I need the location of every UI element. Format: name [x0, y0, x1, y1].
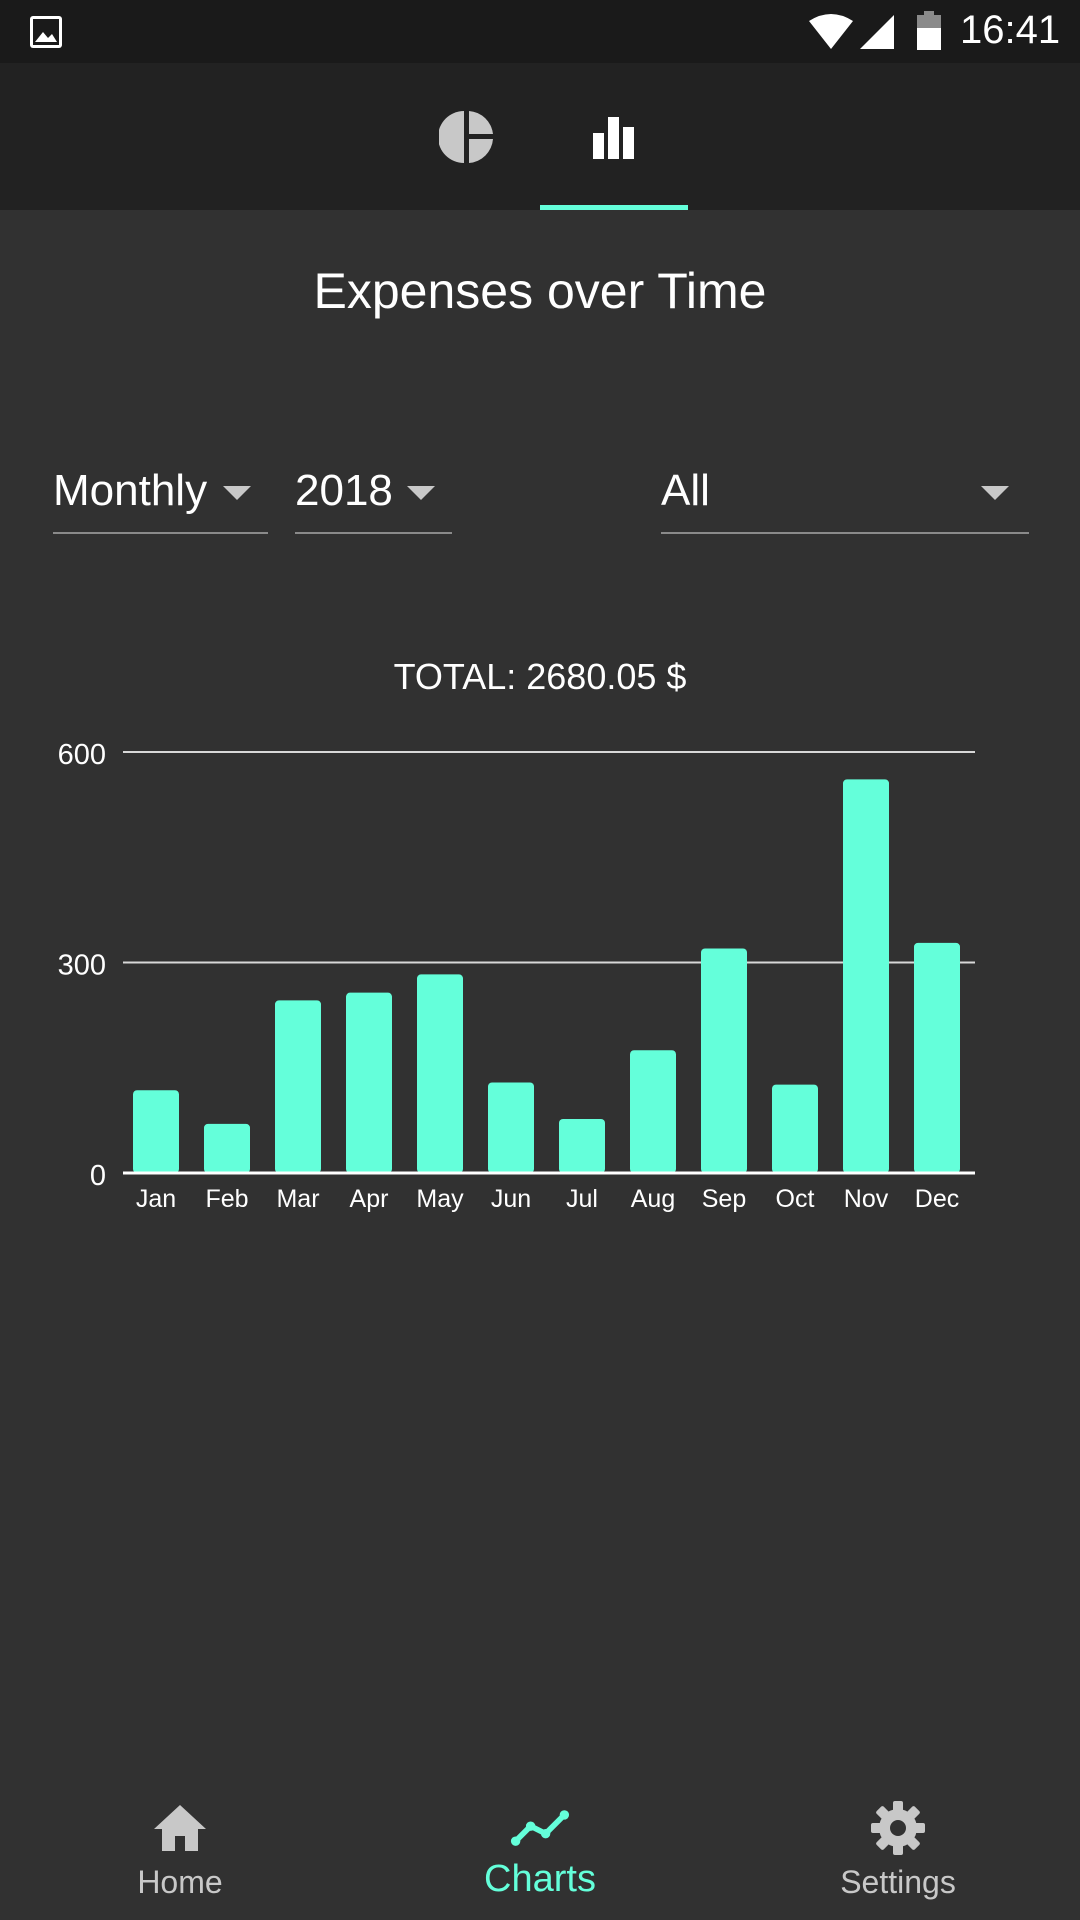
- nav-charts[interactable]: Charts: [390, 1770, 690, 1920]
- chart-type-tabs: [0, 63, 1080, 210]
- x-tick-label: Jul: [566, 1185, 598, 1213]
- bar-nov: [843, 779, 889, 1173]
- nav-home[interactable]: Home: [30, 1770, 330, 1920]
- page-title: Expenses over Time: [313, 263, 767, 319]
- bar-dec: [914, 942, 960, 1173]
- period-dropdown[interactable]: Monthly: [53, 458, 268, 534]
- status-bar: 16:41: [0, 0, 1080, 63]
- home-icon: [154, 1805, 206, 1851]
- tab-bar-chart[interactable]: [540, 63, 688, 210]
- x-tick-label: Jan: [136, 1185, 176, 1213]
- gear-icon-wrap: [868, 1798, 928, 1858]
- x-tick-label: Aug: [631, 1185, 675, 1213]
- x-tick-label: Nov: [844, 1185, 889, 1213]
- bottom-navigation: Home Charts: [0, 1770, 1080, 1920]
- bar-may: [417, 974, 463, 1173]
- bar-apr: [346, 992, 392, 1173]
- bar-sep: [701, 948, 747, 1173]
- x-tick-label: Apr: [350, 1185, 389, 1213]
- bar-feb: [204, 1123, 250, 1173]
- category-dropdown-value: All: [661, 466, 710, 515]
- y-tick-label: 0: [90, 1160, 106, 1192]
- dropdown-arrow-icon: [223, 486, 251, 500]
- selected-tab-indicator: [540, 205, 688, 210]
- status-clock: 16:41: [960, 8, 1061, 52]
- wifi-icon: [809, 14, 853, 49]
- y-tick-label: 600: [58, 739, 106, 771]
- nav-settings[interactable]: Settings: [748, 1770, 1048, 1920]
- pie-chart-icon: [439, 110, 493, 163]
- nav-charts-label: Charts: [484, 1858, 596, 1900]
- bar-chart-icon: [593, 116, 634, 159]
- bar-jul: [559, 1118, 605, 1173]
- trend-line-icon: [510, 1810, 570, 1846]
- year-dropdown[interactable]: 2018: [295, 458, 452, 534]
- dropdown-arrow-icon: [981, 486, 1009, 500]
- nav-settings-label: Settings: [840, 1864, 956, 1900]
- x-tick-label: Dec: [915, 1185, 959, 1213]
- y-tick-label: 300: [58, 950, 106, 982]
- bar-oct: [772, 1084, 818, 1173]
- bar-jun: [488, 1082, 534, 1173]
- gear-icon: [871, 1801, 925, 1855]
- category-dropdown[interactable]: All: [661, 458, 1029, 534]
- cell-signal-icon: [860, 15, 894, 49]
- year-dropdown-value: 2018: [295, 466, 393, 515]
- expenses-bar-chart: 0 300 600 Jan Feb Mar Apr May Jun Jul Aug Sep Oct Nov…: [58, 739, 975, 1213]
- nav-home-label: Home: [137, 1864, 223, 1900]
- bar-jan: [133, 1090, 179, 1173]
- bar-aug: [630, 1050, 676, 1173]
- total-label: TOTAL: 2680.05 $: [393, 656, 687, 697]
- battery-icon: [917, 11, 941, 50]
- tab-pie-chart[interactable]: [393, 63, 541, 210]
- home-icon-wrap: [150, 1798, 210, 1858]
- x-tick-label: May: [416, 1185, 464, 1213]
- dropdown-arrow-icon: [407, 486, 435, 500]
- image-notification-icon: [30, 16, 62, 48]
- x-tick-label: Mar: [276, 1185, 319, 1213]
- period-dropdown-value: Monthly: [53, 466, 208, 515]
- x-tick-label: Jun: [491, 1185, 531, 1213]
- bar-mar: [275, 1000, 321, 1173]
- trend-icon-wrap: [510, 1798, 570, 1858]
- x-tick-label: Oct: [776, 1185, 815, 1213]
- x-tick-label: Sep: [702, 1185, 746, 1213]
- x-tick-label: Feb: [205, 1185, 248, 1213]
